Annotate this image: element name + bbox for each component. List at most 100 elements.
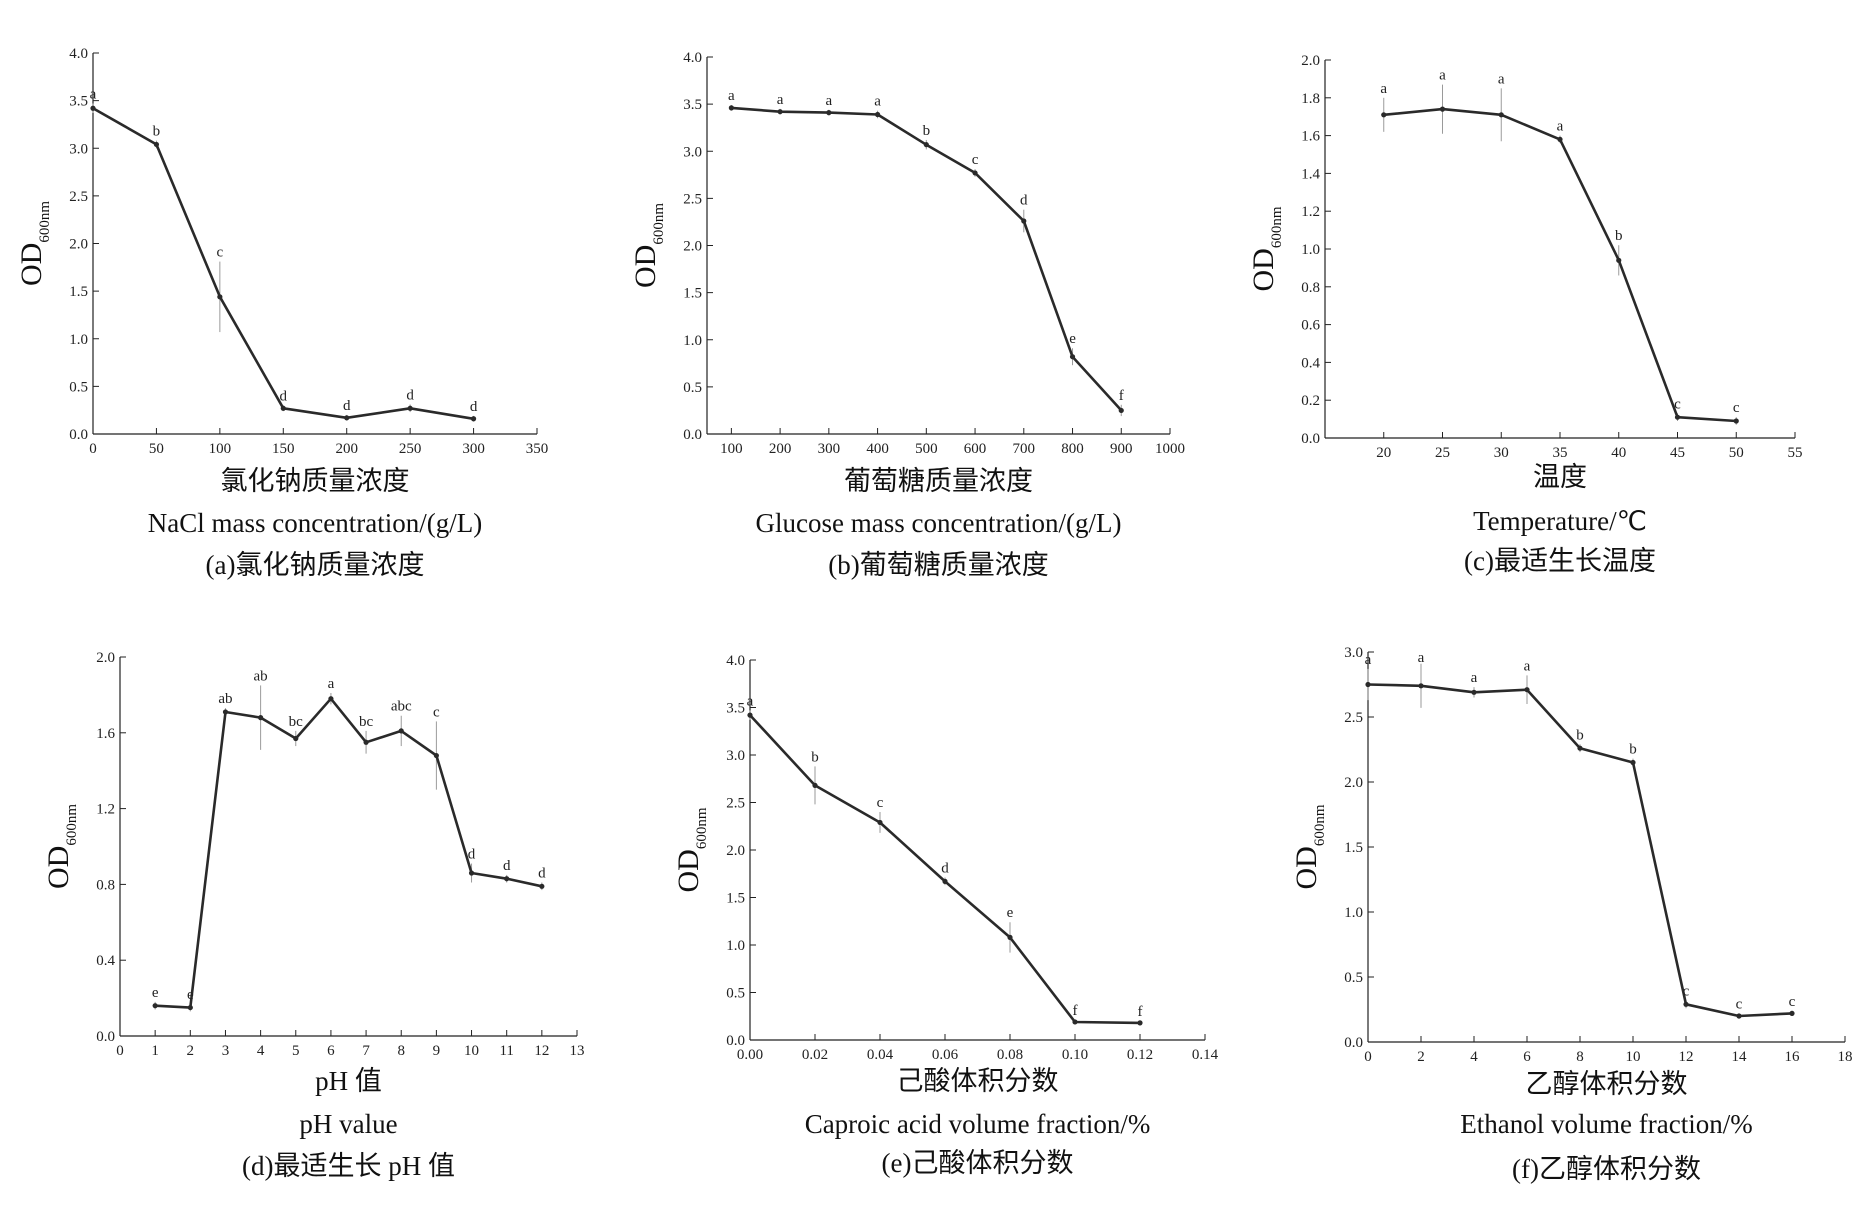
significance-letter: d [538, 866, 546, 882]
data-point [468, 870, 475, 876]
x-tick-label: 4 [257, 1043, 265, 1059]
y-axis-label-subscript: 600nm [1269, 206, 1285, 248]
chart-panel-e: 0.0 0.5 1.0 1.5 2.0 2.5 3.0 3.5 4.0 0.00 0.02 0.04 0… [672, 653, 1219, 1178]
y-axis-label: OD600nm [42, 804, 80, 889]
data-point [280, 405, 286, 411]
y-axis-label-main: OD [42, 846, 75, 889]
x-tick-label: 150 [272, 441, 295, 457]
y-axis-label-main: OD [629, 245, 662, 288]
x-tick-label: 0.08 [997, 1047, 1023, 1063]
x-tick-label: 0.10 [1062, 1047, 1088, 1063]
y-tick-label: 1.8 [1301, 91, 1320, 107]
x-tick-label: 700 [1013, 441, 1036, 457]
significance-letter: d [470, 399, 478, 415]
x-tick-label: 600 [964, 441, 987, 457]
y-tick-label: 0.5 [69, 379, 88, 395]
x-tick-label: 0 [116, 1043, 124, 1059]
series-line [92, 107, 474, 421]
x-tick-label: 3 [222, 1043, 230, 1059]
y-axis-label: OD600nm [1290, 804, 1328, 889]
significance-letter: b [923, 123, 931, 139]
y-tick-label: 1.5 [69, 284, 88, 300]
significance-letter: a [1418, 650, 1425, 666]
y-axis-label-subscript: 600nm [1312, 804, 1328, 846]
y-tick-label: 3.0 [69, 141, 88, 157]
y-tick-label: 0.0 [69, 427, 88, 443]
y-tick-label: 0.8 [96, 877, 115, 893]
significance-letter: a [1557, 119, 1564, 135]
x-tick-label: 900 [1110, 441, 1133, 457]
significance-letter: c [1683, 983, 1690, 999]
y-tick-label: 0.8 [1301, 280, 1320, 296]
data-point [1789, 1010, 1795, 1017]
data-point [1471, 689, 1477, 695]
y-tick-label: 4.0 [69, 46, 88, 62]
x-tick-label: 0.04 [867, 1047, 894, 1063]
x-tick-label: 30 [1494, 445, 1509, 461]
data-point [1733, 418, 1739, 424]
x-tick-label: 11 [499, 1043, 513, 1059]
significance-letter: a [874, 94, 881, 110]
significance-letter: a [728, 88, 735, 104]
y-axis-label: OD600nm [1247, 206, 1285, 291]
y-axis-label-main: OD [1290, 846, 1323, 889]
data-point [1072, 1019, 1078, 1025]
significance-letter: d [468, 847, 476, 863]
data-point [470, 416, 477, 422]
y-tick-label: 1.0 [1301, 242, 1320, 258]
y-tick-label: 0.5 [726, 986, 745, 1002]
x-axis-label: Ethanol volume fraction/% [1460, 1109, 1752, 1139]
y-tick-label: 3.5 [69, 94, 88, 110]
x-tick-label: 9 [433, 1043, 441, 1059]
x-tick-label: 8 [1576, 1049, 1584, 1065]
data-point [812, 782, 818, 789]
x-axis-label: Glucose mass concentration/(g/L) [756, 508, 1122, 538]
y-tick-label: 0.6 [1301, 318, 1320, 334]
y-tick-label: 3.0 [726, 748, 745, 764]
y-tick-label: 1.5 [683, 286, 702, 302]
x-tick-label: 0.14 [1192, 1047, 1219, 1063]
significance-letter: b [811, 749, 819, 765]
data-point [777, 109, 783, 115]
x-tick-label: 7 [362, 1043, 370, 1059]
x-axis-label: Caproic acid volume fraction/% [805, 1109, 1151, 1139]
x-tick-label: 14 [1732, 1049, 1748, 1065]
y-tick-label: 2.5 [69, 189, 88, 205]
x-tick-label: 0 [1364, 1049, 1372, 1065]
chart-panel-d: 0.00.40.81.21.62.00 1 2 3 4 5 6 7 8 9 10 11 12 13e eab… [42, 650, 585, 1181]
significance-letter: c [877, 795, 884, 811]
data-point [747, 712, 753, 718]
x-tick-label: 100 [720, 441, 743, 457]
x-axis-label: Temperature/℃ [1473, 506, 1647, 536]
significance-letter: f [1073, 1003, 1078, 1019]
x-tick-label: 12 [534, 1043, 549, 1059]
y-tick-label: 1.5 [1344, 840, 1363, 856]
significance-letter: d [941, 861, 949, 877]
data-point [504, 876, 510, 882]
x-tick-label: 1000 [1155, 441, 1185, 457]
data-point [1683, 1001, 1689, 1007]
significance-letter: c [1736, 996, 1743, 1012]
y-tick-label: 0.0 [96, 1029, 115, 1045]
significance-letter: e [1007, 905, 1014, 921]
significance-letter: d [1020, 193, 1028, 209]
y-tick-label: 3.5 [726, 701, 745, 717]
x-axis-label-chinese: 温度 [1533, 462, 1587, 492]
x-tick-label: 2 [187, 1043, 195, 1059]
significance-letter: a [90, 86, 97, 102]
y-axis-label: OD600nm [629, 203, 667, 288]
significance-letter: a [1439, 68, 1446, 84]
y-tick-label: 2.0 [683, 239, 702, 255]
y-tick-label: 4.0 [726, 653, 745, 669]
x-tick-label: 6 [327, 1043, 335, 1059]
data-point [1524, 687, 1530, 693]
data-point [90, 105, 96, 111]
chart-panel-a: 0.0 0.5 1.0 1.5 2.0 2.5 3.0 3.5 4.0 0 50 100 150 200 2… [15, 46, 548, 580]
data-point [1616, 257, 1622, 263]
data-point [877, 819, 883, 826]
x-tick-label: 0.06 [932, 1047, 959, 1063]
panel-caption: (d)最适生长 pH 值 [242, 1151, 455, 1181]
data-point [407, 405, 413, 411]
y-axis-label: OD600nm [672, 807, 710, 892]
